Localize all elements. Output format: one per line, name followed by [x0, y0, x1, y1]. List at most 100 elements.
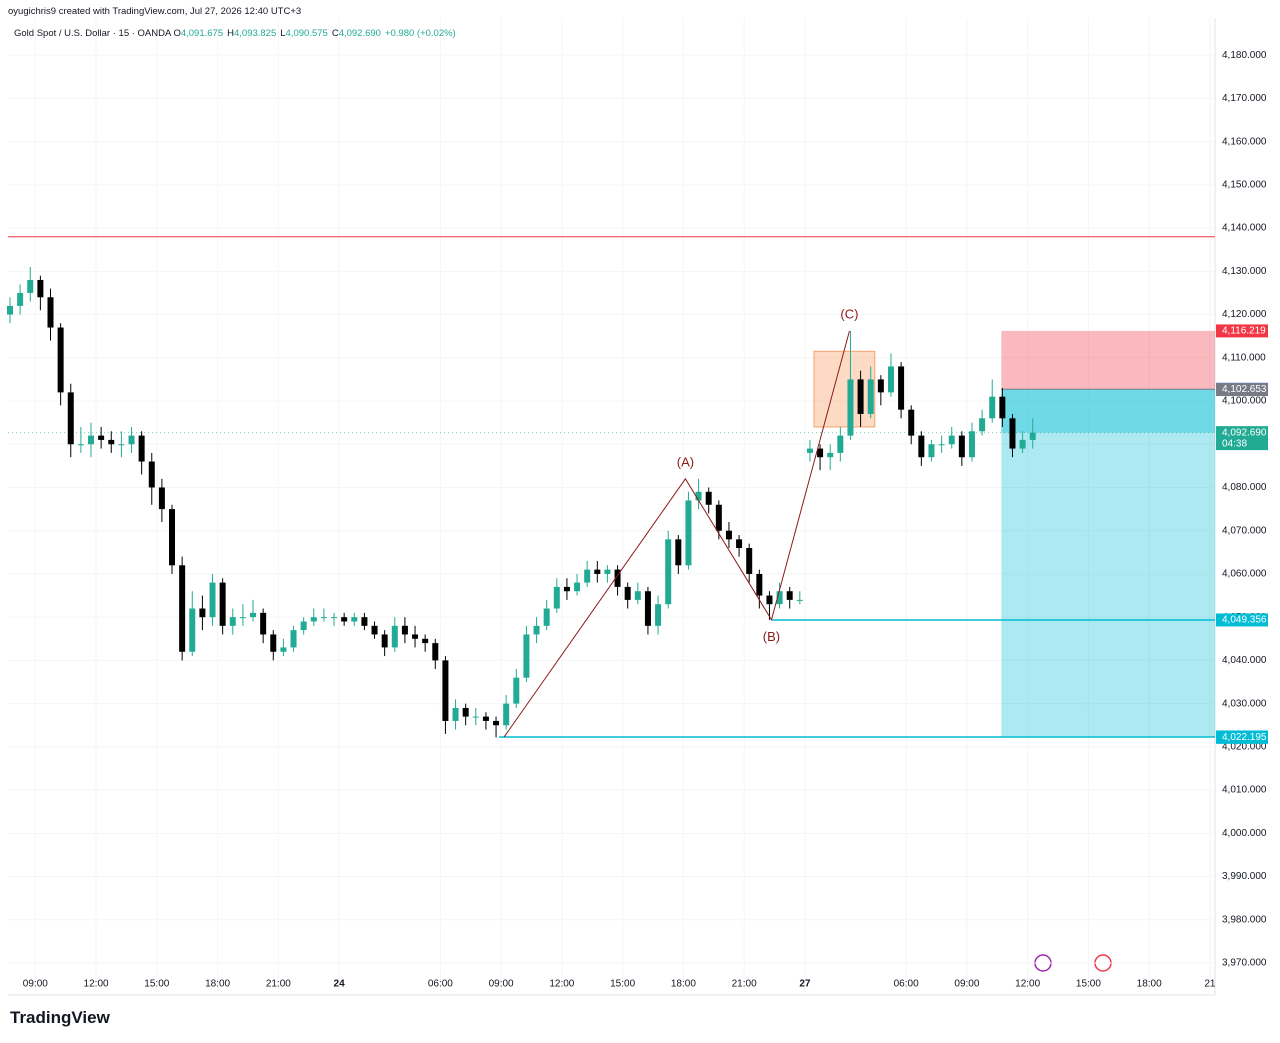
x-tick-label: 06:00: [428, 979, 453, 990]
candle-body: [968, 431, 975, 458]
y-tick-label: 4,100.000: [1222, 396, 1267, 407]
candle-body: [351, 617, 358, 622]
y-tick-label: 4,000.000: [1222, 828, 1267, 839]
candle-body: [270, 634, 277, 652]
candle-body: [381, 634, 388, 648]
candle-body: [574, 582, 581, 592]
candle-body: [341, 617, 348, 622]
price-label: 4,022.195: [1222, 732, 1267, 743]
candle-body: [462, 707, 469, 717]
y-tick-label: 4,060.000: [1222, 569, 1267, 580]
candle-body: [887, 366, 894, 393]
ohlc-key: O: [173, 28, 181, 39]
x-tick-label: 18:00: [671, 979, 696, 990]
candle-body: [280, 647, 287, 652]
candle-body: [361, 617, 368, 626]
wave-label: (C): [840, 306, 858, 321]
candle-body: [37, 279, 44, 298]
candle-body: [432, 643, 439, 661]
x-tick-label: 12:00: [549, 979, 574, 990]
candle-body: [371, 625, 378, 635]
candle-body: [857, 379, 864, 414]
candle-body: [442, 660, 449, 721]
x-tick-label: 12:00: [84, 979, 109, 990]
y-tick-label: 4,170.000: [1222, 93, 1267, 104]
price-label-bg: [1216, 324, 1268, 338]
candle-body: [7, 305, 13, 315]
order-block: [813, 350, 876, 428]
countdown: 04:38: [1222, 438, 1247, 449]
y-tick-label: 4,180.000: [1222, 50, 1267, 61]
candle-body: [837, 435, 844, 453]
candle-body: [786, 591, 793, 600]
x-tick-label: 21: [1204, 979, 1216, 990]
candle-body: [908, 409, 915, 436]
candle-body: [594, 569, 601, 574]
y-tick-label: 4,130.000: [1222, 266, 1267, 277]
candle-body: [553, 586, 560, 609]
symbol-info: Gold Spot / U.S. Dollar · 15 · OANDA O4,…: [14, 28, 460, 39]
candle-body: [584, 569, 591, 583]
candle-body: [867, 379, 874, 414]
y-tick-label: 4,160.000: [1222, 136, 1267, 147]
candle-body: [665, 539, 672, 605]
candle-body: [250, 612, 257, 618]
x-tick-label: 15:00: [610, 979, 635, 990]
candle-body: [746, 548, 753, 574]
candle-body: [108, 439, 115, 445]
y-tick-label: 4,030.000: [1222, 698, 1267, 709]
candle-body: [199, 608, 206, 618]
candle-body: [776, 591, 783, 605]
y-tick-label: 4,040.000: [1222, 655, 1267, 666]
candle-body: [219, 582, 226, 626]
candle-body: [624, 586, 631, 600]
candle-body: [766, 595, 773, 605]
price-label-bg: [1216, 730, 1268, 744]
y-tick-label: 4,010.000: [1222, 785, 1267, 796]
candle-body: [655, 604, 662, 626]
candle-body: [67, 392, 74, 445]
price-label: 4,092.690: [1222, 427, 1267, 438]
candle-body: [493, 720, 500, 726]
x-tick-label: 06:00: [894, 979, 919, 990]
x-tick-label: 09:00: [489, 979, 514, 990]
candle-body: [877, 379, 884, 393]
stop-zone: [1001, 330, 1215, 390]
candle-body: [928, 444, 935, 458]
candle-body: [229, 617, 236, 626]
candle-body: [1009, 418, 1016, 449]
candle-body: [77, 444, 84, 446]
candle-body: [57, 327, 64, 393]
ohlc-value: 4,093.825: [233, 28, 277, 39]
x-tick-label: 15:00: [144, 979, 169, 990]
candle-body: [482, 716, 489, 721]
ohlc-value: 4,090.575: [285, 28, 328, 39]
ohlc-value: 4,091.675: [180, 28, 224, 39]
price-label-bg: [1216, 383, 1268, 397]
x-tick-label: 21:00: [266, 979, 291, 990]
candle-body: [391, 625, 398, 648]
candle-body: [563, 586, 570, 592]
candle-body: [938, 444, 945, 446]
x-tick-label: 21:00: [732, 979, 757, 990]
y-tick-label: 4,120.000: [1222, 309, 1267, 320]
candle-body: [118, 444, 125, 446]
candle-body: [523, 634, 530, 678]
price-label-bg: [1216, 426, 1268, 451]
candle-body: [169, 509, 176, 566]
y-tick-label: 3,970.000: [1222, 958, 1267, 969]
price-label: 4,116.219: [1222, 326, 1266, 337]
y-tick-label: 4,110.000: [1222, 352, 1266, 363]
candle-body: [452, 707, 459, 721]
x-tick-label: 18:00: [1137, 979, 1162, 990]
x-tick-label: 09:00: [23, 979, 48, 990]
candle-body: [47, 297, 54, 328]
price-label-bg: [1216, 613, 1268, 627]
candle-body: [401, 625, 408, 635]
x-tick-label: 27: [799, 979, 811, 990]
wave-label: (B): [763, 629, 780, 644]
logo[interactable]: TradingView: [10, 1008, 110, 1027]
y-tick-label: 4,150.000: [1222, 180, 1267, 191]
candle-body: [989, 396, 996, 419]
